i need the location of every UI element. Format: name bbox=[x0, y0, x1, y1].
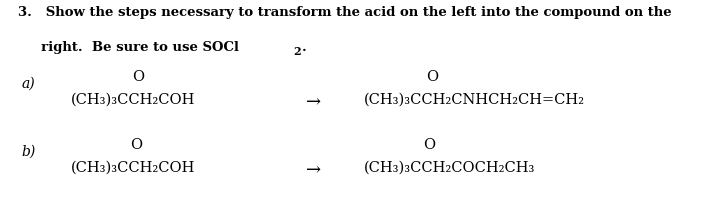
Text: (CH₃)₃CCH₂CNHCH₂CH=CH₂: (CH₃)₃CCH₂CNHCH₂CH=CH₂ bbox=[364, 93, 585, 107]
Text: O: O bbox=[426, 70, 438, 84]
Text: O: O bbox=[423, 138, 435, 152]
Text: (CH₃)₃CCH₂COH: (CH₃)₃CCH₂COH bbox=[71, 161, 195, 175]
Text: O: O bbox=[130, 138, 143, 152]
Text: →: → bbox=[306, 93, 322, 111]
Text: (CH₃)₃CCH₂COCH₂CH₃: (CH₃)₃CCH₂COCH₂CH₃ bbox=[364, 161, 535, 175]
Text: b): b) bbox=[21, 144, 36, 158]
Text: O: O bbox=[132, 70, 144, 84]
Text: 3.   Show the steps necessary to transform the acid on the left into the compoun: 3. Show the steps necessary to transform… bbox=[18, 6, 672, 19]
Text: 2: 2 bbox=[293, 46, 301, 57]
Text: (CH₃)₃CCH₂COH: (CH₃)₃CCH₂COH bbox=[71, 93, 195, 107]
Text: right.  Be sure to use SOCl: right. Be sure to use SOCl bbox=[18, 41, 239, 54]
Text: .: . bbox=[302, 41, 307, 54]
Text: a): a) bbox=[21, 76, 35, 90]
Text: →: → bbox=[306, 161, 322, 179]
